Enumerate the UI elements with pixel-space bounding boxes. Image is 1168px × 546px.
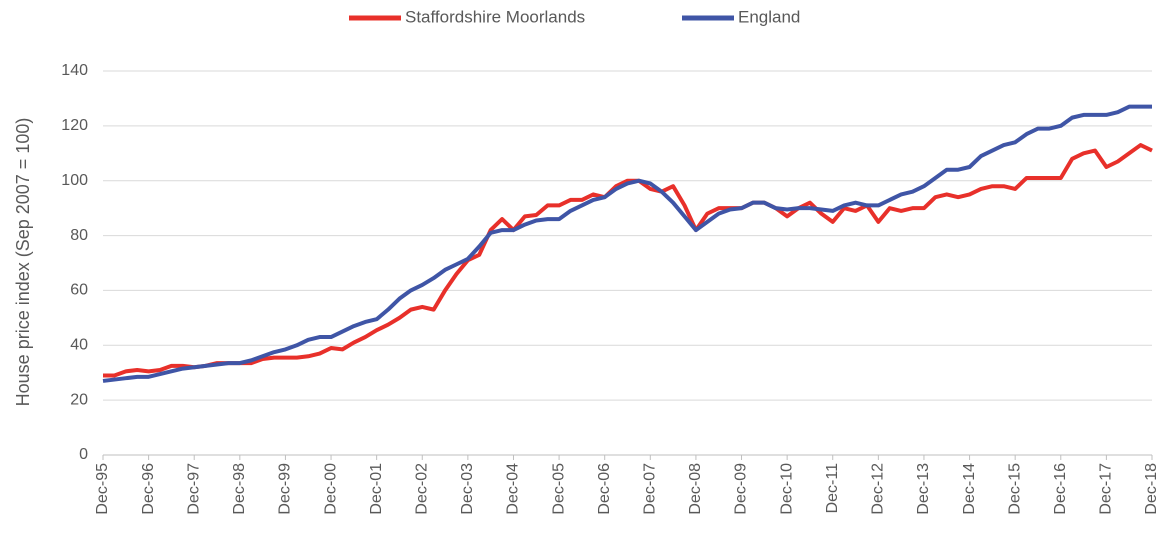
x-tick-label: Dec-95: [94, 463, 111, 515]
y-axis-label: House price index (Sep 2007 = 100): [13, 118, 33, 407]
x-tick-label: Dec-14: [961, 463, 978, 515]
x-tick-label: Dec-00: [322, 463, 339, 515]
legend-label: England: [738, 7, 800, 26]
x-tick-label: Dec-02: [413, 463, 430, 515]
x-tick-label: Dec-04: [505, 463, 522, 515]
x-tick-label: Dec-06: [596, 463, 613, 515]
x-tick-label: Dec-18: [1143, 463, 1160, 515]
x-tick-label: Dec-09: [733, 463, 750, 515]
y-tick-label: 120: [61, 117, 88, 134]
x-tick-label: Dec-12: [870, 463, 887, 515]
x-tick-label: Dec-08: [687, 463, 704, 515]
x-tick-label: Dec-01: [368, 463, 385, 515]
series-line: [102, 104, 1152, 383]
x-tick-label: Dec-05: [550, 463, 567, 515]
x-tick-label: Dec-97: [185, 463, 202, 515]
y-tick-label: 100: [61, 172, 88, 189]
y-tick-label: 60: [70, 282, 88, 299]
x-tick-label: Dec-96: [140, 463, 157, 515]
y-tick-label: 140: [61, 62, 88, 79]
y-tick-label: 40: [70, 337, 88, 354]
x-tick-label: Dec-15: [1006, 463, 1023, 515]
x-tick-label: Dec-07: [642, 463, 659, 515]
y-tick-label: 80: [70, 227, 88, 244]
x-tick-label: Dec-03: [459, 463, 476, 515]
x-tick-label: Dec-10: [778, 463, 795, 515]
x-tick-label: Dec-99: [277, 463, 294, 515]
legend-label: Staffordshire Moorlands: [405, 7, 585, 26]
y-tick-label: 0: [79, 446, 88, 463]
x-tick-label: Dec-16: [1052, 463, 1069, 515]
x-tick-label: Dec-13: [915, 463, 932, 515]
x-tick-label: Dec-17: [1098, 463, 1115, 515]
series-line: [103, 143, 1153, 378]
y-tick-label: 20: [70, 391, 88, 408]
x-tick-label: Dec-98: [231, 463, 248, 515]
x-tick-label: Dec-11: [824, 463, 841, 513]
